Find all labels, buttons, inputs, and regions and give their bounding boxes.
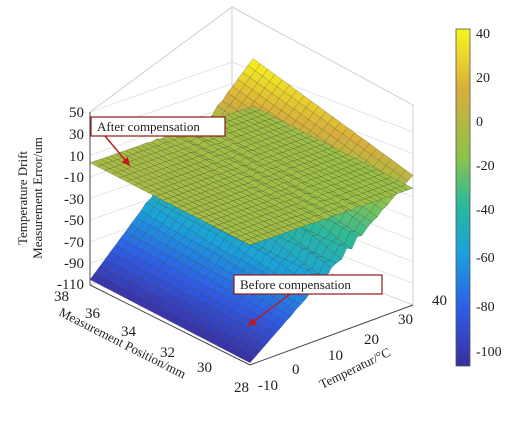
z-axis-label-line1: Temperature Drift <box>15 151 30 245</box>
z-tick-label: 50 <box>69 105 84 121</box>
x-tick-label: 40 <box>432 293 447 309</box>
annotation-arrow <box>247 293 291 327</box>
annotation-text: Before compensation <box>240 277 351 292</box>
axis-frame <box>89 112 414 366</box>
colorbar-ticks: 40 20 0 -20 -40 -60 -80 -100 <box>476 27 502 360</box>
x-tick-label: 10 <box>328 348 343 364</box>
z-tick-label: 30 <box>69 127 84 143</box>
z-axis-label-line2: Measurement Error/um <box>30 137 45 259</box>
colorbar-tick-label: -40 <box>476 203 495 218</box>
x-tick-label: 0 <box>292 362 300 378</box>
z-tick-label: -90 <box>64 256 84 272</box>
y-tick-label: 32 <box>160 345 175 361</box>
annotation-box <box>233 274 383 295</box>
floor-edge-left <box>89 284 251 366</box>
grid-line-z-left <box>89 61 233 113</box>
annotation-after-compensation: After compensation <box>90 116 226 167</box>
x-axis-ticks: -10 0 10 20 30 40 <box>258 293 447 394</box>
colorbar-bar <box>455 28 471 367</box>
annotation-box <box>90 116 226 137</box>
x-tick-label: 20 <box>364 332 379 348</box>
x-tick-label: -10 <box>258 378 278 394</box>
floor-edge-right <box>249 304 414 366</box>
colorbar-tick-label: -80 <box>476 300 495 315</box>
y-tick-label: 30 <box>197 360 212 376</box>
z-tick-label: -30 <box>64 192 84 208</box>
annotation-text: After compensation <box>97 119 200 134</box>
z-tick-label: -50 <box>64 213 84 229</box>
colorbar-tick-label: -20 <box>476 159 495 174</box>
y-tick-label: 34 <box>121 324 137 340</box>
y-tick-label: 28 <box>234 380 249 396</box>
z-tick-label: -110 <box>57 277 84 293</box>
colorbar-tick-label: 20 <box>476 71 490 86</box>
y-tick-label: 38 <box>54 289 69 305</box>
colorbar-tick-label: -60 <box>476 251 495 266</box>
x-tick-label: 30 <box>398 312 413 328</box>
annotation-arrow <box>104 135 131 167</box>
surface-after-compensation <box>89 105 414 246</box>
y-axis-ticks: 28 30 32 34 36 38 <box>54 289 249 396</box>
surface-before-patch <box>247 58 261 71</box>
y-tick-label: 36 <box>85 306 101 322</box>
z-axis-ticks: 50 30 10 -10 -30 -50 -70 -90 -110 <box>57 105 84 293</box>
surface-after-patch <box>247 105 261 112</box>
colorbar: 40 20 0 -20 -40 -60 -80 -100 <box>455 27 502 367</box>
z-tick-label: -70 <box>64 235 84 251</box>
z-axis-label: Temperature Drift Measurement Error/um <box>15 137 45 259</box>
colorbar-tick-label: -100 <box>476 345 502 360</box>
z-tick-label: -10 <box>64 170 84 186</box>
z-tick-label: 10 <box>69 149 84 165</box>
colorbar-tick-label: 40 <box>476 27 490 42</box>
annotation-before-compensation: Before compensation <box>233 274 383 327</box>
colorbar-tick-label: 0 <box>476 115 483 130</box>
